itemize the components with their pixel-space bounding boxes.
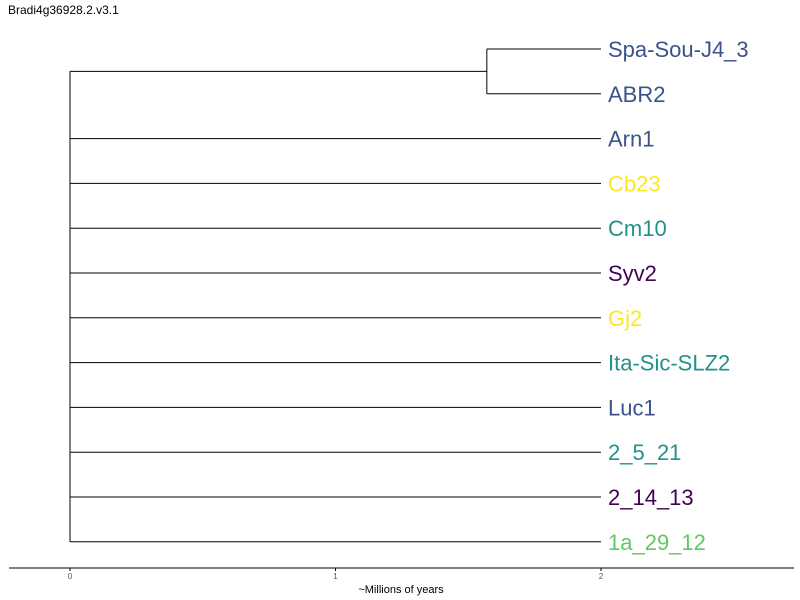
tip-label: Arn1 <box>608 127 654 152</box>
x-tick-label: 0 <box>68 572 73 581</box>
tree-branches <box>69 48 601 543</box>
tip-label: Gj2 <box>608 306 642 331</box>
tip-label: Spa-Sou-J4_3 <box>608 37 749 62</box>
x-axis: 0 1 2 ~Millions of years <box>9 567 794 596</box>
tip-label: Syv2 <box>608 261 657 286</box>
x-tick-label: 2 <box>599 572 604 581</box>
tip-label: Ita-Sic-SLZ2 <box>608 351 730 376</box>
tip-label: 2_14_13 <box>608 485 694 510</box>
tip-label: 1a_29_12 <box>608 530 706 555</box>
tip-label: 2_5_21 <box>608 440 681 465</box>
x-axis-title: ~Millions of years <box>358 584 444 596</box>
tip-label: Luc1 <box>608 395 656 420</box>
tip-label: Cb23 <box>608 171 661 196</box>
figure-title: Bradi4g36928.2.v3.1 <box>8 3 119 17</box>
tip-labels: Spa-Sou-J4_3 ABR2 Arn1 Cb23 Cm10 Syv2 Gj2 Ita-S… <box>608 37 749 555</box>
tip-label: Cm10 <box>608 216 667 241</box>
tip-label: ABR2 <box>608 82 665 107</box>
x-tick-label: 1 <box>333 572 338 581</box>
